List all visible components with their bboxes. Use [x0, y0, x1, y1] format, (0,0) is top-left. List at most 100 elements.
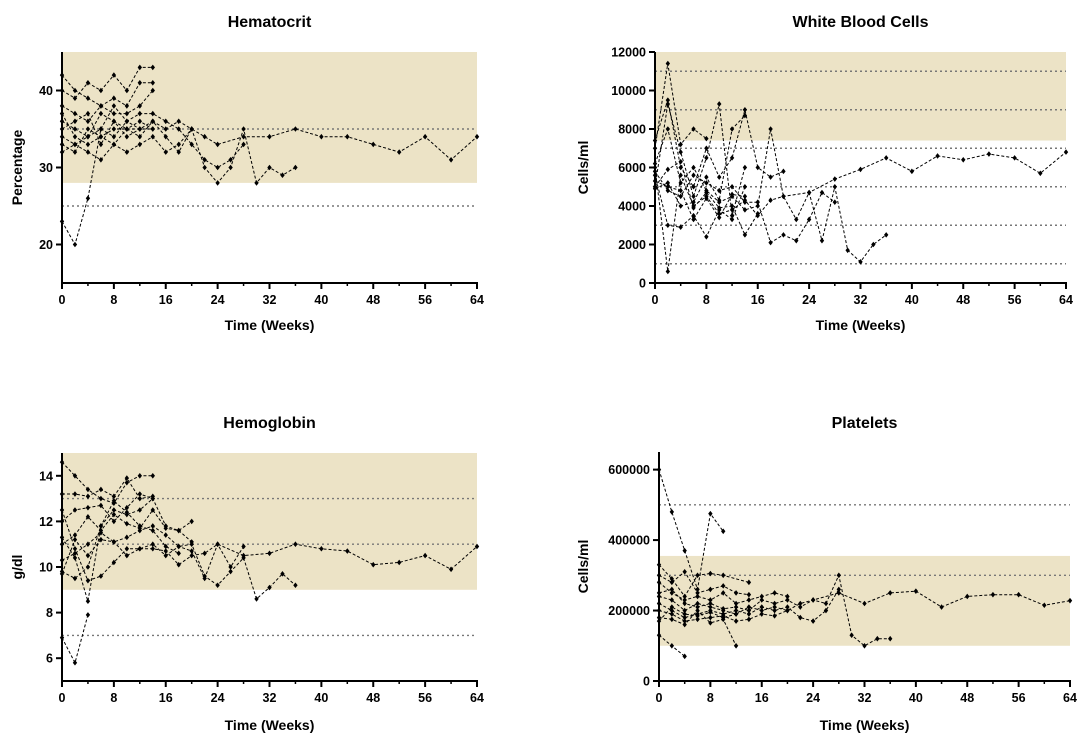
hemoglobin-series-7-point-6 — [137, 523, 143, 529]
hematocrit-series-7-point-3 — [98, 141, 104, 148]
hematocrit-series-2-point-4 — [111, 72, 117, 78]
hemoglobin-series-7-point-7 — [150, 527, 155, 534]
hemoglobin-x-axis-label: Time (Weeks) — [225, 717, 315, 733]
platelets-series-6-point-8 — [759, 604, 764, 610]
wbc-series-1-point-9 — [768, 174, 773, 180]
platelets-series-5-point-14 — [862, 600, 867, 607]
hematocrit-series-4-point-3 — [98, 110, 104, 117]
platelets-series-3-point-8 — [759, 593, 764, 600]
hemoglobin-series-1-point-6 — [137, 473, 143, 479]
hemoglobin-series-5-point-17 — [280, 571, 285, 577]
wbc-series-3-point-9 — [768, 126, 773, 132]
hemoglobin-series-9-line — [61, 498, 154, 580]
hematocrit-series-9-point-12 — [215, 141, 220, 148]
hemoglobin-x-tick-label-5: 40 — [314, 691, 328, 705]
hemoglobin-series-6-point-8 — [163, 552, 168, 559]
wbc-series-8-point-2 — [678, 187, 683, 194]
platelets-series-7-point-3 — [695, 616, 700, 623]
hematocrit-series-7-point-11 — [202, 164, 207, 171]
hemoglobin-series-3-point-3 — [98, 502, 104, 509]
wbc-series-4-point-12 — [806, 216, 812, 223]
wbc-series-6-line — [654, 160, 759, 236]
hemoglobin-x-tick-label-6: 48 — [366, 691, 380, 705]
hemoglobin-series-5-point-16 — [267, 584, 272, 591]
hemoglobin-series-8-point-11 — [202, 550, 207, 557]
platelets-series-6-point-2 — [682, 614, 687, 621]
platelets-x-tick-label-8: 64 — [1063, 691, 1077, 705]
platelets-series-0-point-3 — [695, 586, 700, 593]
platelets-series-5-point-5 — [721, 607, 726, 614]
hemoglobin-series-8-point-22 — [474, 543, 480, 550]
hematocrit-series-6-point-2 — [85, 149, 91, 155]
wbc-series-8-point-4 — [704, 195, 709, 202]
wbc-series-7-point-2 — [678, 224, 683, 230]
platelets-series-1-point-3 — [695, 572, 700, 579]
hematocrit-series-9-point-2 — [85, 141, 91, 148]
hematocrit-series-1-point-7 — [150, 80, 155, 86]
hematocrit-series-5-point-1 — [72, 149, 78, 155]
platelets-series-7-point-8 — [759, 611, 764, 617]
platelets-series-4-point-15 — [849, 632, 854, 638]
wbc-series-3-point-15 — [845, 247, 850, 254]
wbc-series-2-point-7 — [742, 164, 748, 171]
platelets-series-5-point-15 — [887, 590, 893, 596]
platelets-series-5-point-20 — [1016, 591, 1021, 598]
platelets-series-3-point-3 — [695, 593, 700, 600]
hemoglobin-series-8-point-19 — [396, 559, 402, 566]
wbc-series-9-point-1 — [665, 180, 671, 186]
platelets-series-10-point-1 — [669, 604, 675, 610]
hemoglobin-series-8-point-20 — [422, 552, 428, 559]
hemoglobin-series-8-point-9 — [176, 561, 181, 568]
hemoglobin-series-7-point-9 — [176, 550, 181, 557]
hematocrit-series-7-point-8 — [163, 126, 168, 132]
hemoglobin-series-3-point-5 — [124, 504, 130, 511]
hematocrit-series-8-point-7 — [150, 110, 155, 117]
hematocrit-y-tick-label-1: 30 — [39, 161, 53, 175]
platelets-series-4-point-6 — [733, 604, 739, 610]
hematocrit-series-1-point-4 — [111, 95, 117, 101]
hematocrit-series-2-point-7 — [150, 64, 155, 71]
hematocrit-series-2-point-3 — [98, 87, 104, 94]
wbc-series-3-point-14 — [832, 183, 838, 190]
wbc-x-tick-label-6: 48 — [956, 293, 970, 307]
hemoglobin-series-7-point-2 — [85, 598, 91, 604]
hematocrit-series-8-point-4 — [111, 133, 117, 140]
wbc-series-9-point-6 — [729, 126, 735, 132]
hemoglobin-series-1-line — [61, 461, 153, 504]
hematocrit-series-7-point-14 — [241, 126, 246, 132]
platelets-series-2-point-4 — [708, 586, 713, 593]
wbc-series-1-point-5 — [717, 174, 722, 180]
hematocrit-series-4-point-1 — [72, 126, 78, 132]
platelets-series-4-point-17 — [875, 635, 880, 642]
hemoglobin-series-5-point-2 — [85, 541, 91, 547]
platelets-series-4-point-10 — [785, 597, 790, 603]
hematocrit-series-7-point-17 — [280, 172, 285, 178]
platelets-series-7-point-6 — [733, 618, 739, 624]
hematocrit-x-axis-label: Time (Weeks) — [225, 317, 315, 333]
platelets-series-10-point-6 — [733, 611, 739, 617]
hematocrit-series-2-point-2 — [85, 80, 91, 86]
platelets-series-2-point-1 — [669, 579, 675, 586]
hematocrit-series-9-point-20 — [422, 133, 428, 140]
hemoglobin-series-4-point-4 — [111, 511, 117, 518]
wbc-series-5-point-12 — [832, 176, 838, 182]
hematocrit-series-8-point-2 — [85, 133, 91, 140]
platelets-series-5-point-8 — [759, 607, 764, 614]
hematocrit-series-8-point-6 — [137, 110, 143, 117]
platelets-series-0-point-2 — [682, 547, 687, 554]
hemoglobin-series-2-line — [62, 477, 153, 500]
hemoglobin-series-1-point-7 — [150, 473, 155, 479]
platelets-series-1-point-4 — [708, 570, 713, 577]
hematocrit-series-0-point-2 — [85, 195, 91, 202]
wbc-series-3-point-18 — [883, 232, 889, 238]
platelets-series-3-point-7 — [746, 597, 752, 603]
hematocrit-series-6-point-3 — [98, 157, 104, 163]
wbc-series-1-point-10 — [781, 168, 786, 175]
wbc-series-5-point-5 — [717, 210, 722, 217]
hemoglobin-series-3-line — [61, 493, 192, 532]
platelets-series-10-point-5 — [721, 614, 726, 621]
wbc-series-4-point-9 — [768, 239, 773, 246]
wbc-series-8-point-6 — [729, 191, 735, 198]
hemoglobin-series-2-point-6 — [137, 495, 143, 502]
hematocrit-series-3-point-3 — [98, 103, 104, 109]
